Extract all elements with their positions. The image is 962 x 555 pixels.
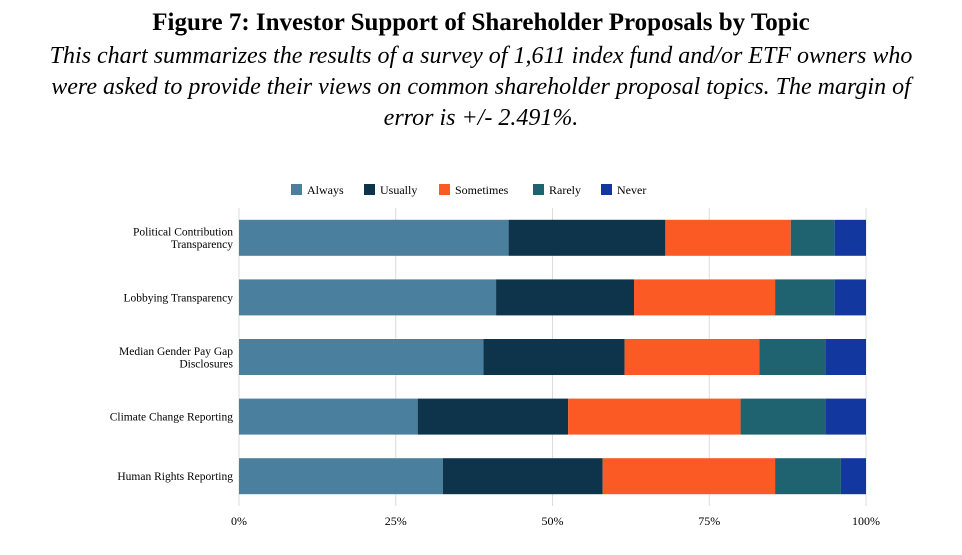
bar-segment xyxy=(624,339,760,375)
legend-item: Usually xyxy=(364,183,417,197)
bar-segment xyxy=(496,279,635,316)
bar-segment xyxy=(665,219,791,256)
y-tick-label: Transparency xyxy=(171,239,233,251)
bar-segment xyxy=(825,339,866,375)
bar-segment xyxy=(775,458,841,495)
legend-swatch xyxy=(439,184,450,195)
bar-segment xyxy=(239,458,443,495)
legend: Always Usually Sometimes Rarely Never xyxy=(291,183,646,197)
legend-label: Usually xyxy=(380,183,417,197)
legend-swatch xyxy=(364,184,375,195)
bar-segment xyxy=(834,219,866,256)
bar-segment xyxy=(483,339,625,375)
bar-segment xyxy=(442,458,603,495)
bar-segment xyxy=(239,339,484,375)
bar-segment xyxy=(759,339,826,375)
bar-segment xyxy=(602,458,776,495)
legend-item: Always xyxy=(291,183,344,197)
legend-swatch xyxy=(533,184,544,195)
legend-label: Never xyxy=(617,183,646,197)
x-tick-label: 25% xyxy=(385,514,407,528)
bar-segment xyxy=(790,219,835,256)
bar-segment xyxy=(775,279,835,316)
y-tick-label: Human Rights Reporting xyxy=(117,471,233,483)
bars xyxy=(239,219,866,495)
chart-title: Figure 7: Investor Support of Shareholde… xyxy=(152,9,810,36)
bar-segment xyxy=(825,398,866,435)
legend-swatch xyxy=(601,184,612,195)
bar-segment xyxy=(834,279,866,316)
legend-label: Always xyxy=(307,183,344,197)
legend-label: Sometimes xyxy=(455,183,509,197)
bar-segment xyxy=(239,219,509,256)
legend-item: Never xyxy=(601,183,646,197)
y-tick-label: Median Gender Pay Gap xyxy=(119,346,233,358)
legend-item: Rarely xyxy=(533,183,581,197)
bar-segment xyxy=(840,458,866,495)
x-axis-ticks: 0% 25% 50% 75% 100% xyxy=(231,514,880,528)
bar-segment xyxy=(239,398,418,435)
x-tick-label: 50% xyxy=(542,514,564,528)
legend-item: Sometimes xyxy=(439,183,509,197)
x-tick-label: 0% xyxy=(231,514,247,528)
y-tick-label: Lobbying Transparency xyxy=(123,292,233,304)
bar-segment xyxy=(634,279,776,316)
bar-segment xyxy=(740,398,826,435)
bar-segment xyxy=(239,279,497,316)
y-tick-label: Political Contribution xyxy=(133,227,233,239)
bar-segment xyxy=(417,398,569,435)
chart-subtitle: This chart summarizes the results of a s… xyxy=(49,43,913,131)
y-tick-label: Disclosures xyxy=(179,358,233,370)
legend-label: Rarely xyxy=(549,183,581,197)
y-tick-label: Climate Change Reporting xyxy=(110,412,234,424)
legend-swatch xyxy=(291,184,302,195)
bar-segment xyxy=(508,219,666,256)
bar-segment xyxy=(568,398,741,435)
x-tick-label: 100% xyxy=(852,514,880,528)
x-tick-label: 75% xyxy=(698,514,720,528)
